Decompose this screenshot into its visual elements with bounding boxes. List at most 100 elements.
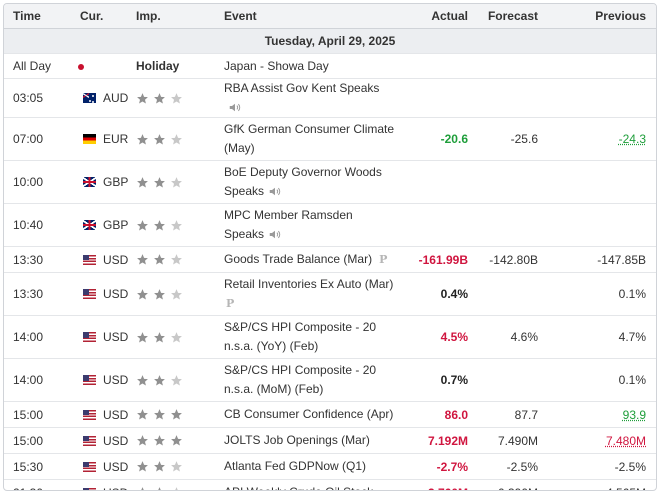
event-actual: -161.99B bbox=[402, 246, 472, 273]
event-name-cell[interactable]: CB Consumer Confidence (Apr) bbox=[224, 401, 402, 428]
event-row[interactable]: 07:00 EUR GfK German Consumer Climate (May… bbox=[4, 117, 656, 161]
previous-value[interactable]: -24.3 bbox=[618, 132, 646, 146]
star-icon bbox=[171, 254, 182, 265]
event-name[interactable]: MPC Member Ramsden Speaks bbox=[224, 208, 353, 241]
currency-cell: USD bbox=[70, 460, 136, 474]
event-name[interactable]: CB Consumer Confidence (Apr) bbox=[224, 407, 394, 421]
event-importance bbox=[136, 315, 224, 359]
preliminary-icon[interactable]: P bbox=[379, 253, 388, 266]
star-icon bbox=[158, 487, 161, 490]
event-name-cell[interactable]: Goods Trade Balance (Mar) P bbox=[224, 246, 402, 273]
col-forecast[interactable]: Forecast bbox=[472, 4, 544, 29]
event-row[interactable]: 14:00 USD S&P/CS HPI Composite - 20 n.s.a.… bbox=[4, 315, 656, 359]
star-icon bbox=[154, 176, 165, 187]
star-icon bbox=[154, 288, 165, 299]
currency-code: GBP bbox=[103, 175, 129, 189]
event-name[interactable]: S&P/CS HPI Composite - 20 n.s.a. (MoM) (… bbox=[224, 363, 377, 396]
event-name-cell[interactable]: API Weekly Crude Oil Stock bbox=[224, 479, 402, 490]
event-name[interactable]: Japan - Showa Day bbox=[224, 58, 329, 73]
event-name[interactable]: JOLTS Job Openings (Mar) bbox=[224, 433, 370, 447]
event-name[interactable]: Goods Trade Balance (Mar) bbox=[224, 252, 373, 266]
event-currency: USD bbox=[70, 272, 136, 316]
event-row[interactable]: All Day Holiday Japan - Showa Day bbox=[4, 53, 656, 79]
event-importance bbox=[136, 160, 224, 204]
event-time: 15:00 bbox=[4, 401, 70, 428]
preliminary-icon[interactable]: P bbox=[226, 297, 235, 310]
event-actual: 0.4% bbox=[402, 272, 472, 316]
event-name[interactable]: S&P/CS HPI Composite - 20 n.s.a. (YoY) (… bbox=[224, 320, 377, 353]
previous-value[interactable]: 93.9 bbox=[622, 407, 646, 422]
event-row[interactable]: 10:00 GBP BoE Deputy Governor Woods Speaks bbox=[4, 160, 656, 204]
event-previous: 7.480M bbox=[544, 427, 656, 454]
currency-cell: EUR bbox=[70, 132, 136, 146]
speaker-icon[interactable] bbox=[269, 186, 281, 197]
event-previous bbox=[544, 203, 656, 247]
event-actual: 3.760M bbox=[402, 479, 472, 490]
speaker-icon[interactable] bbox=[269, 229, 281, 240]
col-currency[interactable]: Cur. bbox=[70, 4, 136, 29]
currency-code: GBP bbox=[103, 218, 129, 232]
event-previous: -147.85B bbox=[544, 246, 656, 273]
importance-stars bbox=[136, 219, 224, 232]
event-row[interactable]: 15:30 USD Atlanta Fed GDPNow (Q1) -2.7% -2.5… bbox=[4, 453, 656, 480]
event-name-cell[interactable]: GfK German Consumer Climate (May) bbox=[224, 117, 402, 161]
star-icon bbox=[154, 254, 165, 265]
event-name-cell[interactable]: S&P/CS HPI Composite - 20 n.s.a. (MoM) (… bbox=[224, 358, 402, 402]
event-name[interactable]: BoE Deputy Governor Woods Speaks bbox=[224, 165, 382, 198]
event-row[interactable]: 13:30 USD Retail Inventories Ex Auto (Mar)… bbox=[4, 272, 656, 316]
currency-code: USD bbox=[103, 459, 129, 474]
currency-code: USD bbox=[103, 373, 129, 387]
col-previous[interactable]: Previous bbox=[544, 4, 656, 29]
flag-jp-icon bbox=[74, 60, 88, 72]
flag-us-icon bbox=[83, 435, 96, 446]
event-time: 15:00 bbox=[4, 427, 70, 454]
event-name-cell[interactable]: Retail Inventories Ex Auto (Mar) P bbox=[224, 272, 402, 316]
flag-us-icon bbox=[83, 409, 96, 420]
event-name-cell[interactable]: MPC Member Ramsden Speaks bbox=[224, 203, 402, 247]
event-name-cell[interactable]: RBA Assist Gov Kent Speaks bbox=[224, 78, 402, 118]
event-forecast: -142.80B bbox=[472, 246, 544, 273]
event-row[interactable]: 21:30 USD API Weekly Crude Oil Stock 3.760M… bbox=[4, 479, 656, 490]
event-forecast bbox=[472, 358, 544, 402]
event-row[interactable]: 14:00 USD S&P/CS HPI Composite - 20 n.s.a.… bbox=[4, 358, 656, 402]
currency-cell: USD bbox=[70, 408, 136, 422]
event-name-cell[interactable]: BoE Deputy Governor Woods Speaks bbox=[224, 160, 402, 204]
event-name-cell[interactable]: S&P/CS HPI Composite - 20 n.s.a. (YoY) (… bbox=[224, 315, 402, 359]
star-icon bbox=[171, 92, 182, 103]
previous-value[interactable]: 7.480M bbox=[605, 433, 646, 448]
star-icon bbox=[137, 331, 148, 342]
event-row[interactable]: 03:05 AUD RBA Assist Gov Kent Speaks bbox=[4, 78, 656, 118]
speaker-icon[interactable] bbox=[229, 102, 241, 113]
event-row[interactable]: 10:40 GBP MPC Member Ramsden Speaks bbox=[4, 203, 656, 247]
event-forecast bbox=[472, 272, 544, 316]
event-currency: USD bbox=[70, 246, 136, 273]
event-previous bbox=[544, 53, 656, 79]
event-name[interactable]: Retail Inventories Ex Auto (Mar) bbox=[224, 277, 394, 291]
col-event[interactable]: Event bbox=[224, 4, 402, 29]
col-importance[interactable]: Imp. bbox=[136, 4, 224, 29]
flag-us-icon bbox=[83, 254, 96, 265]
event-name-cell[interactable]: Atlanta Fed GDPNow (Q1) bbox=[224, 453, 402, 480]
event-importance bbox=[136, 479, 224, 490]
event-name-cell[interactable]: Japan - Showa Day bbox=[224, 53, 402, 79]
event-row[interactable]: 13:30 USD Goods Trade Balance (Mar) P -161.9… bbox=[4, 246, 656, 273]
event-currency bbox=[70, 53, 136, 79]
event-name[interactable]: Atlanta Fed GDPNow (Q1) bbox=[224, 459, 367, 473]
event-row[interactable]: 15:00 USD JOLTS Job Openings (Mar) 7.192M 7.… bbox=[4, 427, 656, 454]
star-icon bbox=[137, 219, 148, 230]
date-label: Tuesday, April 29, 2025 bbox=[4, 28, 656, 54]
flag-us-icon bbox=[83, 461, 96, 472]
event-importance bbox=[136, 453, 224, 480]
star-icon bbox=[137, 409, 148, 420]
event-name[interactable]: RBA Assist Gov Kent Speaks bbox=[224, 81, 380, 95]
col-actual[interactable]: Actual bbox=[402, 4, 472, 29]
event-name[interactable]: GfK German Consumer Climate (May) bbox=[224, 122, 395, 155]
event-row[interactable]: 15:00 USD CB Consumer Confidence (Apr) 86.0… bbox=[4, 401, 656, 428]
event-actual: 4.5% bbox=[402, 315, 472, 359]
event-time: All Day bbox=[4, 53, 70, 79]
event-actual: -20.6 bbox=[402, 117, 472, 161]
event-name-cell[interactable]: JOLTS Job Openings (Mar) bbox=[224, 427, 402, 454]
col-time[interactable]: Time bbox=[4, 4, 70, 29]
star-icon bbox=[171, 331, 182, 342]
event-name[interactable]: API Weekly Crude Oil Stock bbox=[224, 485, 373, 490]
